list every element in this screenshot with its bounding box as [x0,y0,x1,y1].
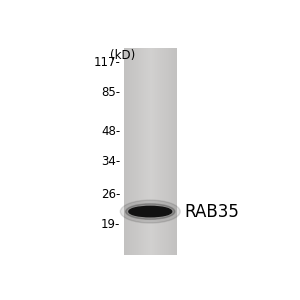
Bar [170,47,171,256]
Text: 117-: 117- [94,56,120,69]
Bar [152,47,153,256]
Ellipse shape [129,206,172,217]
Bar [136,47,137,256]
Bar [162,47,163,256]
Bar [150,47,151,256]
Bar [156,47,157,256]
Bar [168,47,169,256]
Text: (kD): (kD) [110,49,135,62]
Bar [155,47,156,256]
Bar [144,47,145,256]
Ellipse shape [120,200,180,223]
Bar [131,47,132,256]
Bar [160,47,161,256]
Bar [163,47,164,256]
Bar [175,47,176,256]
Bar [144,47,145,256]
Bar [134,47,135,256]
Text: 85-: 85- [101,86,120,99]
Bar [141,47,142,256]
Bar [154,47,155,256]
Bar [158,47,159,256]
Bar [135,47,136,256]
Bar [173,47,174,256]
Bar [143,47,144,256]
Bar [126,47,127,256]
Bar [166,47,167,256]
Bar [130,47,131,256]
Bar [145,47,146,256]
Bar [146,47,147,256]
Bar [142,47,143,256]
Text: RAB35: RAB35 [185,202,240,220]
Bar [139,47,140,256]
Text: 34-: 34- [101,155,120,168]
Bar [164,47,165,256]
Bar [128,47,129,256]
Bar [125,47,127,256]
Bar [176,47,177,256]
Bar [172,47,173,256]
Bar [129,47,130,256]
Bar [165,47,166,256]
Bar [171,47,172,256]
Bar [152,47,153,256]
Bar [166,47,167,256]
Bar [138,47,139,256]
Bar [134,47,135,256]
Bar [157,47,158,256]
Bar [133,47,134,256]
Bar [176,47,177,256]
Bar [156,47,157,256]
Bar [159,47,160,256]
Bar [146,47,147,256]
Bar [149,47,150,256]
Text: 19-: 19- [101,218,120,231]
Bar [131,47,133,256]
Bar [140,47,141,256]
Bar [124,47,125,256]
Bar [140,47,141,256]
Bar [164,47,165,256]
Bar [161,47,162,256]
Bar [127,47,128,256]
Bar [137,47,138,256]
Bar [162,47,164,256]
Bar [174,47,175,256]
Bar [169,47,171,256]
Bar [172,47,173,256]
Bar [148,47,149,256]
Bar [168,47,169,256]
Bar [153,47,154,256]
Bar [128,47,129,256]
Bar [147,47,148,256]
Bar [169,47,170,256]
Bar [132,47,133,256]
Bar [167,47,168,256]
Bar [151,47,152,256]
Bar [158,47,159,256]
Text: 48-: 48- [101,125,120,138]
Bar [154,47,155,256]
Bar [138,47,139,256]
Bar [150,47,151,256]
Bar [125,47,126,256]
Text: 26-: 26- [101,188,120,201]
Bar [160,47,161,256]
Bar [174,47,175,256]
Ellipse shape [126,204,175,219]
